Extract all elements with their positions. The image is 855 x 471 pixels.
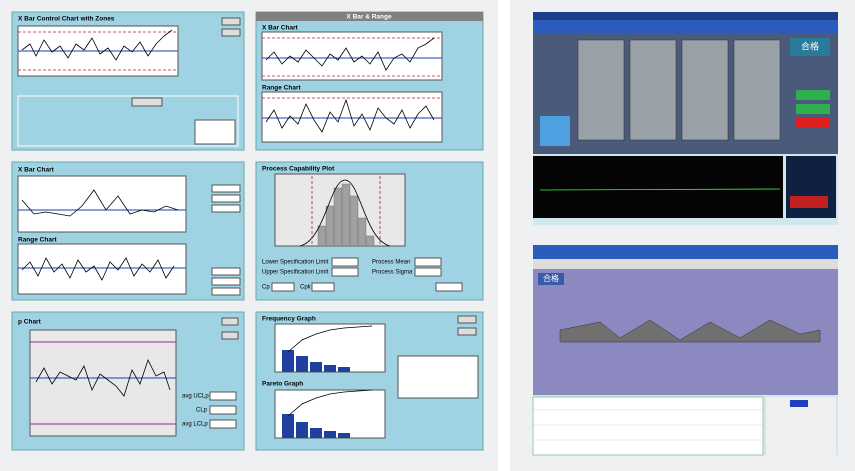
chart-title: X Bar Chart (18, 167, 55, 174)
panel-zones: X Bar Control Chart with Zones (11, 11, 245, 151)
chart-title: Process Capability Plot (262, 166, 335, 173)
window-title: X Bar & Range (346, 14, 392, 21)
app-screenshot-top: 合格 (533, 12, 838, 225)
app-screenshot-bottom: 合格 (532, 245, 838, 456)
chart-title: p Chart (18, 319, 42, 326)
chart-title: Pareto Graph (262, 381, 303, 388)
field-label: Process Mean (372, 260, 410, 266)
field-label: Upper Specification Limit (262, 270, 329, 276)
field-label: Process Sigma (372, 270, 413, 276)
field-label: Cp (262, 285, 270, 291)
field-label: Lower Specification Limit (262, 260, 329, 266)
field-label: Cpk (300, 285, 312, 291)
chart-title: Range Chart (18, 237, 57, 244)
field-label: avg UCLp (182, 394, 209, 400)
chart-title: X Bar Chart (262, 25, 299, 32)
field-label: avg LCLp (182, 422, 208, 428)
status-badge: 合格 (543, 273, 559, 283)
status-badge: 合格 (801, 40, 819, 51)
panel-capability: Process Capability Plot Lower Specificat… (255, 161, 484, 301)
panel-xbar-range: X Bar & Range X Bar Chart Range Chart (255, 11, 484, 151)
field-label: CLp (196, 408, 208, 414)
panel-title: X Bar Control Chart with Zones (18, 16, 115, 23)
chart-title: Frequency Graph (262, 316, 316, 323)
chart-title: Range Chart (262, 85, 301, 92)
panel-xbar: X Bar Chart Range Chart (11, 161, 245, 301)
panel-p-chart: p Chart avg UCLp CLp avg LCLp (11, 311, 245, 451)
panel-pareto: Frequency Graph Pareto Graph (255, 311, 484, 451)
